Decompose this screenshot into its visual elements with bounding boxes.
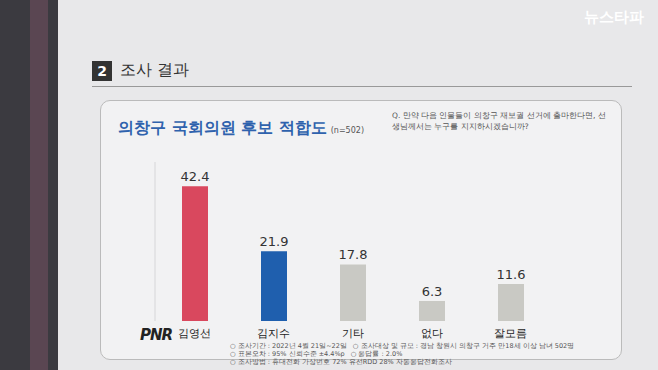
svg-text:11.6: 11.6 xyxy=(497,267,526,282)
html-text:○ 조사기간 : 2022년 4월 21일~22일: ○ 조사기간 : 2022년 4월 21일~22일 xyxy=(230,342,347,350)
svg-text:없다: 없다 xyxy=(421,327,443,340)
svg-text:기타: 기타 xyxy=(342,327,364,340)
svg-text:21.9: 21.9 xyxy=(260,234,289,249)
html-text:의창구 국회의원 후보 적합도: 의창구 국회의원 후보 적합도 xyxy=(118,118,327,137)
html-text:조사 결과: 조사 결과 xyxy=(120,60,190,79)
svg-text:42.4: 42.4 xyxy=(181,169,210,184)
html-text:PNR: PNR xyxy=(140,326,173,344)
html-text:○ 조사대상 및 규모 : 경남 창원시 의창구 거주 만1: ○ 조사대상 및 규모 : 경남 창원시 의창구 거주 만18세 이상 남녀 5… xyxy=(352,342,575,350)
html-text:뉴스타파: 뉴스타파 xyxy=(584,8,644,26)
html-text:○ 표본오차 : 95% 신뢰수준 ±4.4%p: ○ 표본오차 : 95% 신뢰수준 ±4.4%p xyxy=(230,350,345,358)
html-text:2: 2 xyxy=(97,62,107,79)
html-text:Q. 만약 다음 인물들이 의창구 재보궐 선거에 출마한다: Q. 만약 다음 인물들이 의창구 재보궐 선거에 출마한다면, 선생님께서는 … xyxy=(392,111,606,131)
svg-text:김영선: 김영선 xyxy=(178,327,211,340)
svg-text:17.8: 17.8 xyxy=(339,247,368,262)
svg-text:잘모름: 잘모름 xyxy=(494,327,527,340)
svg-text:6.3: 6.3 xyxy=(422,284,443,299)
html-text:○ 응답률 : 2.0%: ○ 응답률 : 2.0% xyxy=(350,350,403,358)
svg-text:김지수: 김지수 xyxy=(257,327,290,340)
html-text:(n=502): (n=502) xyxy=(330,126,364,135)
html-text:○ 조사방법 : 휴대전화 가상번호 72% 유선RDD 2: ○ 조사방법 : 휴대전화 가상번호 72% 유선RDD 28% 자동응답전화조… xyxy=(230,358,452,366)
